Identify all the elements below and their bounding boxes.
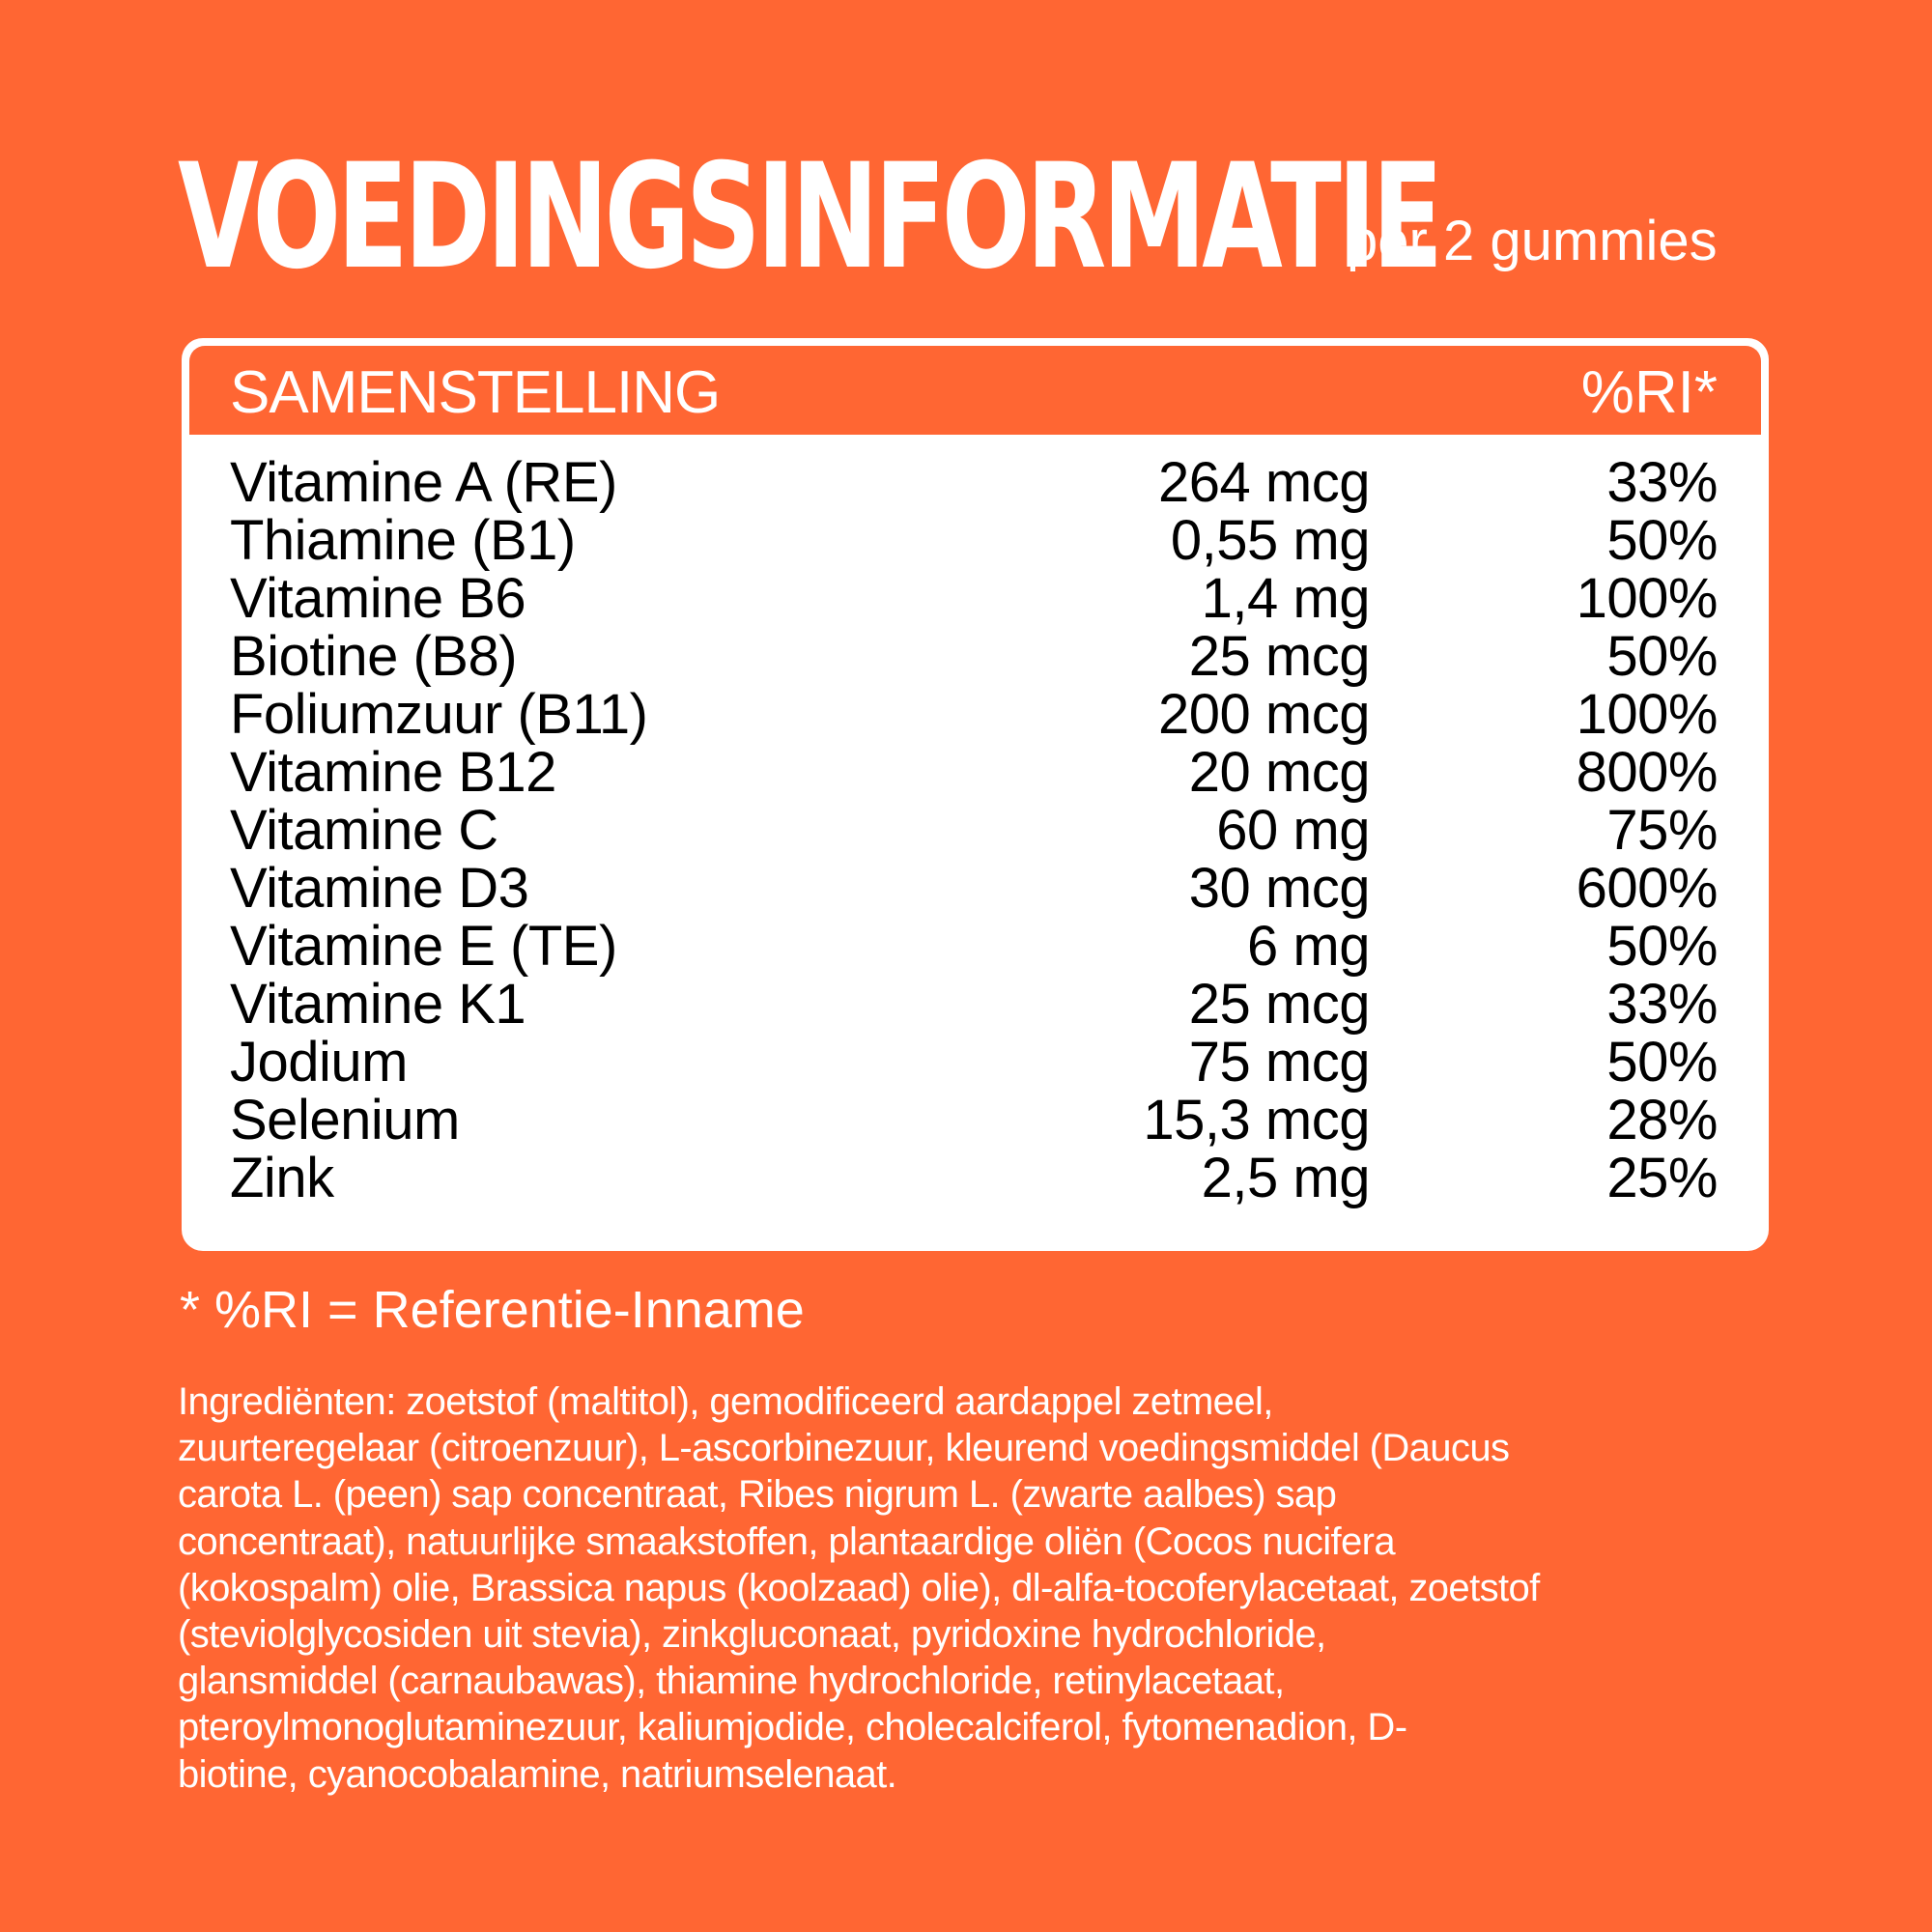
ingredients-line: (steviolglycosiden uit stevia), zinkgluc… [178,1613,1326,1657]
table-row: Zink 2,5 mg 25% [189,1150,1761,1208]
nutrient-ri: 800% [1576,741,1719,804]
table-row: Thiamine (B1) 0,55 mg 50% [189,512,1761,570]
nutrient-ri: 50% [1606,1031,1718,1094]
table-row: Vitamine D3 30 mcg 600% [189,860,1761,918]
ri-footnote: * %RI = Referentie-Inname [180,1281,805,1339]
ingredients-line: (kokospalm) olie, Brassica napus (koolza… [178,1566,1540,1609]
table-row: Biotine (B8) 25 mcg 50% [189,628,1761,686]
column-header-composition: SAMENSTELLING [230,359,721,426]
nutrient-amount: 264 mcg [1158,451,1370,514]
nutrient-ri: 28% [1606,1089,1718,1151]
nutrient-amount: 60 mg [1216,799,1370,862]
table-row: Vitamine C 60 mg 75% [189,802,1761,860]
ingredients-line: glansmiddel (carnaubawas), thiamine hydr… [178,1660,1285,1703]
nutrient-ri: 50% [1606,625,1718,688]
nutrient-ri: 600% [1576,857,1719,920]
nutrient-ri: 25% [1606,1147,1718,1209]
ingredients-line: pteroylmonoglutaminezuur, kaliumjodide, … [178,1706,1407,1749]
nutrient-amount: 15,3 mcg [1143,1089,1370,1151]
ingredients-line: biotine, cyanocobalamine, natriumselenaa… [178,1752,897,1796]
nutrient-amount: 75 mcg [1188,1031,1371,1094]
nutrient-ri: 100% [1576,567,1719,630]
column-header-ri: %RI* [1580,359,1718,426]
nutrient-ri: 75% [1606,799,1718,862]
nutrient-name: Biotine (B8) [230,625,518,688]
ingredients-line: zuurteregelaar (citroenzuur), L-ascorbin… [178,1427,1510,1470]
nutrient-amount: 25 mcg [1188,973,1371,1036]
nutrient-name: Vitamine C [230,799,498,862]
serving-size-label: per 2 gummies [1347,210,1718,272]
nutrient-amount: 1,4 mg [1201,567,1371,630]
nutrient-amount: 2,5 mg [1201,1147,1371,1209]
table-row: Vitamine K1 25 mcg 33% [189,976,1761,1034]
nutrient-amount: 30 mcg [1188,857,1371,920]
nutrient-name: Vitamine K1 [230,973,526,1036]
ingredients-line: carota L. (peen) sap concentraat, Ribes … [178,1473,1337,1517]
ingredients-line: concentraat), natuurlijke smaakstoffen, … [178,1520,1396,1563]
nutrient-ri: 50% [1606,509,1718,572]
nutrient-ri: 100% [1576,683,1719,746]
page-title: VOEDINGSINFORMATIE [178,133,1443,301]
nutrient-ri: 50% [1606,915,1718,978]
nutrient-ri: 33% [1606,973,1718,1036]
nutrient-name: Selenium [230,1089,460,1151]
ingredients-list: Ingrediënten: zoetstof (maltitol), gemod… [178,1378,1820,1798]
nutrient-amount: 25 mcg [1188,625,1371,688]
nutrient-name: Foliumzuur (B11) [230,683,648,746]
table-row: Vitamine B6 1,4 mg 100% [189,570,1761,628]
nutrient-amount: 200 mcg [1158,683,1370,746]
table-header: SAMENSTELLING %RI* [189,346,1761,435]
nutrient-amount: 6 mg [1247,915,1370,978]
nutrient-ri: 33% [1606,451,1718,514]
nutrient-name: Vitamine D3 [230,857,529,920]
nutrient-name: Jodium [230,1031,408,1094]
table-row: Selenium 15,3 mcg 28% [189,1092,1761,1150]
nutrient-name: Thiamine (B1) [230,509,576,572]
nutrient-name: Vitamine A (RE) [230,451,617,514]
table-body: Vitamine A (RE) 264 mcg 33% Thiamine (B1) 0… [189,454,1761,1208]
nutrition-table-card: SAMENSTELLING %RI* Vitamine A (RE) 264 mc… [182,338,1769,1251]
nutrient-name: Vitamine B6 [230,567,526,630]
table-row: Vitamine A (RE) 264 mcg 33% [189,454,1761,512]
table-row: Vitamine E (TE) 6 mg 50% [189,918,1761,976]
nutrient-name: Vitamine B12 [230,741,556,804]
table-row: Vitamine B12 20 mcg 800% [189,744,1761,802]
table-row: Jodium 75 mcg 50% [189,1034,1761,1092]
nutrient-name: Vitamine E (TE) [230,915,617,978]
table-row: Foliumzuur (B11) 200 mcg 100% [189,686,1761,744]
title-row: VOEDINGSINFORMATIE per 2 gummies [178,133,1781,301]
ingredients-line: Ingrediënten: zoetstof (maltitol), gemod… [178,1380,1273,1423]
nutrient-amount: 20 mcg [1188,741,1371,804]
nutrient-name: Zink [230,1147,334,1209]
nutrient-amount: 0,55 mg [1170,509,1371,572]
